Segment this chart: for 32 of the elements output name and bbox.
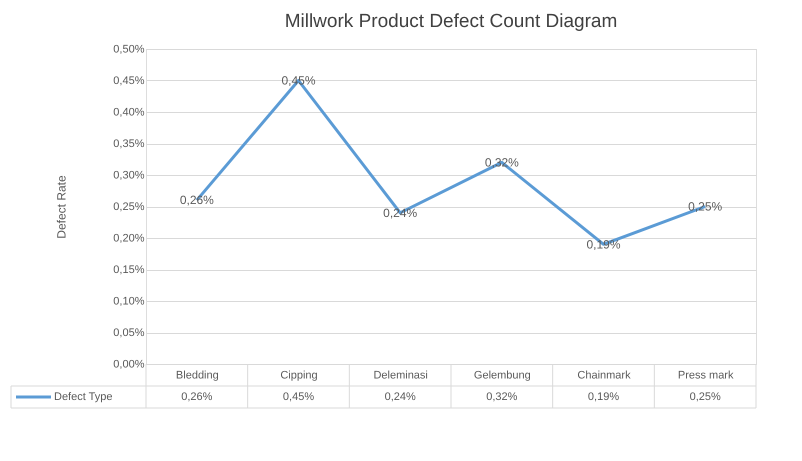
data-label: 0,45% xyxy=(282,391,314,403)
y-tick-label: 0,50% xyxy=(113,44,145,56)
x-tick-label: Chainmark xyxy=(577,370,632,382)
y-tick-label: 0,20% xyxy=(113,232,145,244)
x-tick-label: Bledding xyxy=(176,370,219,382)
text: 0,25% xyxy=(688,200,722,214)
y-tick-label: 0,10% xyxy=(113,296,145,308)
text: 0,32% xyxy=(484,155,519,170)
y-tick-label: 0,40% xyxy=(113,106,145,118)
text: 0,45% xyxy=(281,74,316,88)
y-tick-label: 0,05% xyxy=(113,327,145,339)
y-tick-label: 0,00% xyxy=(113,358,145,370)
y-axis-title: Defect Rate xyxy=(54,175,68,239)
chart-title: Millwork Product Defect Count Diagram xyxy=(284,11,618,32)
legend-label: Defect Type xyxy=(54,391,112,403)
y-tick-label: 0,30% xyxy=(113,170,145,182)
data-label: 0,19% xyxy=(588,391,620,403)
x-tick-label: Cipping xyxy=(280,370,318,382)
y-tick-label: 0,25% xyxy=(113,201,145,213)
y-tick-label: 0,45% xyxy=(113,75,145,87)
x-tick-label: Gelembung xyxy=(474,370,531,382)
x-tick-label: Deleminasi xyxy=(373,370,428,382)
text: 0,24% xyxy=(383,206,418,220)
y-tick-label: 0,35% xyxy=(113,138,145,150)
text: 0,19% xyxy=(586,237,621,252)
text: 0,26% xyxy=(180,193,214,208)
y-tick-label: 0,15% xyxy=(113,264,145,276)
data-label: 0,25% xyxy=(690,391,721,403)
data-label: 0,32% xyxy=(486,391,518,403)
data-label: 0,26% xyxy=(181,391,213,403)
x-tick-label: Press mark xyxy=(678,370,734,382)
data-label: 0,24% xyxy=(384,391,416,403)
